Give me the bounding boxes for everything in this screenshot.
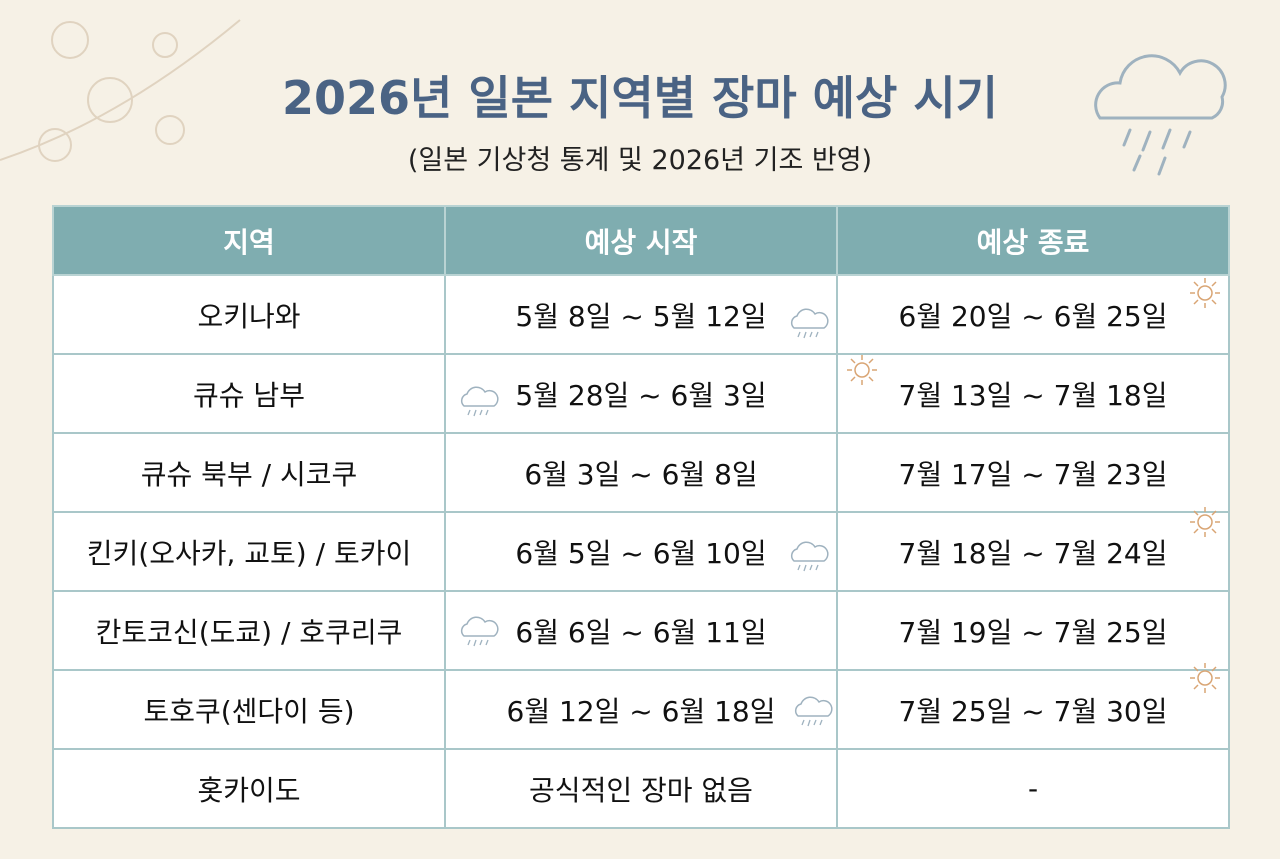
table-cell: 5월 28일 ~ 6월 3일 bbox=[444, 353, 838, 434]
table-cell: 7월 13일 ~ 7월 18일 bbox=[836, 353, 1230, 434]
table-row: 큐슈 남부 5월 28일 ~ 6월 3일 7월 13일 ~ 7월 18일 bbox=[52, 353, 1230, 434]
table-cell: 6월 5일 ~ 6월 10일 bbox=[444, 511, 838, 592]
table-cell: 토호쿠(센다이 등) bbox=[52, 669, 446, 750]
table-row: 홋카이도 공식적인 장마 없음 - bbox=[52, 748, 1230, 829]
table-cell: 큐슈 북부 / 시코쿠 bbox=[52, 432, 446, 513]
table-cell: 6월 12일 ~ 6월 18일 bbox=[444, 669, 838, 750]
table-cell: 킨키(오사카, 교토) / 토카이 bbox=[52, 511, 446, 592]
table-cell: 6월 6일 ~ 6월 11일 bbox=[444, 590, 838, 671]
table-cell: 공식적인 장마 없음 bbox=[444, 748, 838, 829]
table-cell: 오키나와 bbox=[52, 274, 446, 355]
table-cell: 홋카이도 bbox=[52, 748, 446, 829]
table-row: 토호쿠(센다이 등) 6월 12일 ~ 6월 18일 7월 25일 ~ 7월 30일 bbox=[52, 669, 1230, 750]
table-cell: 칸토코신(도쿄) / 호쿠리쿠 bbox=[52, 590, 446, 671]
table-row: 킨키(오사카, 교토) / 토카이 6월 5일 ~ 6월 10일 7월 18일 ~ … bbox=[52, 511, 1230, 592]
column-header: 지역 bbox=[52, 205, 446, 276]
column-header: 예상 종료 bbox=[836, 205, 1230, 276]
table-row: 오키나와 5월 8일 ~ 5월 12일 6월 20일 ~ 6월 25일 bbox=[52, 274, 1230, 355]
table-row: 큐슈 북부 / 시코쿠 6월 3일 ~ 6월 8일 7월 17일 ~ 7월 23일 bbox=[52, 432, 1230, 513]
subtitle: (일본 기상청 통계 및 2026년 기조 반영) bbox=[407, 145, 873, 176]
monsoon-table: 지역 예상 시작 예상 종료 오키나와 5월 8일 ~ 5월 12일 6월 20일 ~ … bbox=[52, 205, 1230, 829]
table-cell: - bbox=[836, 748, 1230, 829]
table-cell: 5월 8일 ~ 5월 12일 bbox=[444, 274, 838, 355]
table-cell: 7월 19일 ~ 7월 25일 bbox=[836, 590, 1230, 671]
table-cell: 6월 3일 ~ 6월 8일 bbox=[444, 432, 838, 513]
table-cell: 큐슈 남부 bbox=[52, 353, 446, 434]
table-cell: 7월 17일 ~ 7월 23일 bbox=[836, 432, 1230, 513]
header-row: 지역 예상 시작 예상 종료 bbox=[52, 205, 1230, 276]
table-body: 오키나와 5월 8일 ~ 5월 12일 6월 20일 ~ 6월 25일 큐슈 남부 5월… bbox=[52, 274, 1230, 829]
title: 2026년 일본 지역별 장마 예상 시기 bbox=[282, 71, 998, 125]
column-header: 예상 시작 bbox=[444, 205, 838, 276]
table-cell: 6월 20일 ~ 6월 25일 bbox=[836, 274, 1230, 355]
table-cell: 7월 18일 ~ 7월 24일 bbox=[836, 511, 1230, 592]
table-row: 칸토코신(도쿄) / 호쿠리쿠 6월 6일 ~ 6월 11일 7월 19일 ~ 7월… bbox=[52, 590, 1230, 671]
table-cell: 7월 25일 ~ 7월 30일 bbox=[836, 669, 1230, 750]
